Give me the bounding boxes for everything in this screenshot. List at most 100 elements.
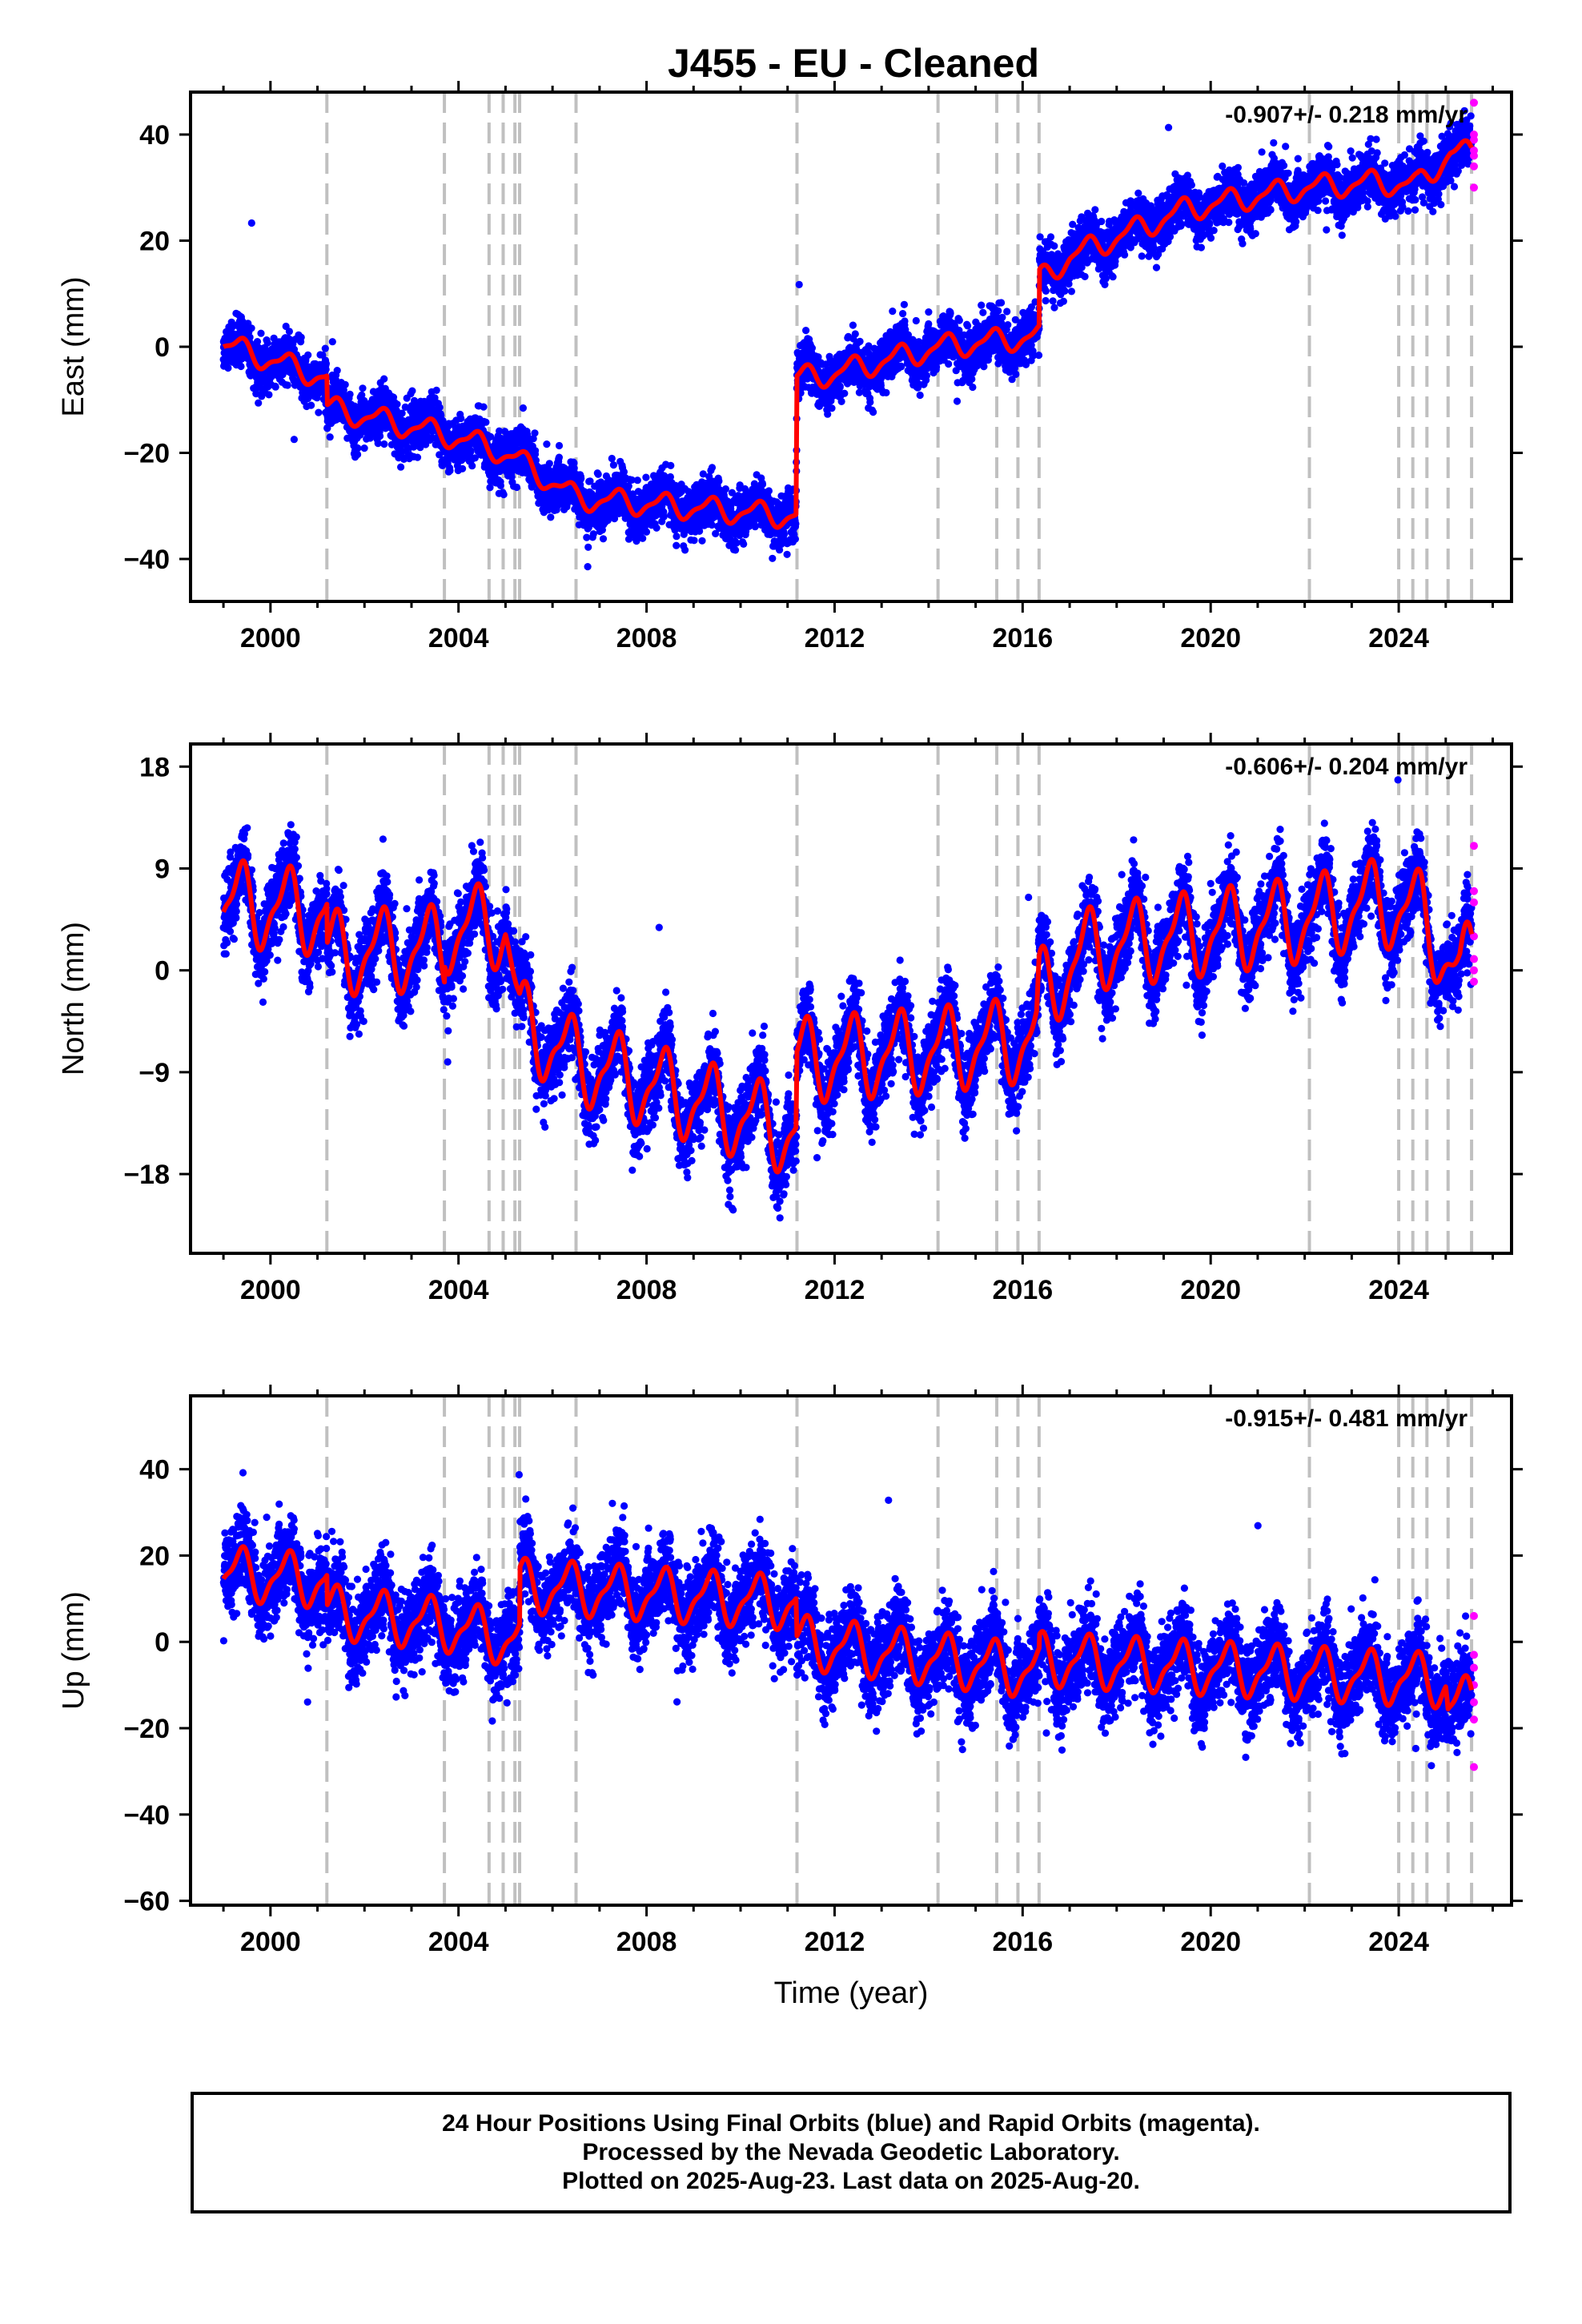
data-point (758, 480, 767, 489)
data-point (660, 513, 668, 521)
data-point (642, 528, 651, 536)
data-point (808, 344, 817, 352)
data-point (397, 463, 405, 471)
data-point (912, 316, 920, 325)
data-point (328, 338, 336, 346)
data-point (555, 441, 564, 450)
data-point (543, 440, 551, 448)
data-point (851, 330, 859, 338)
data-point (457, 414, 465, 423)
data-point (667, 461, 675, 470)
data-point (436, 404, 444, 412)
data-point (792, 520, 800, 528)
data-point (285, 328, 293, 336)
data-point (900, 300, 908, 308)
data-point (263, 339, 271, 347)
data-point (715, 477, 723, 485)
data-point (681, 546, 689, 554)
data-point (247, 219, 255, 227)
data-point (480, 403, 488, 411)
data-point (673, 533, 681, 541)
data-point (393, 400, 401, 408)
data-point (882, 388, 890, 396)
data-point (496, 481, 505, 490)
data-point (740, 540, 748, 549)
data-point (247, 324, 255, 332)
data-point (304, 351, 312, 359)
data-point (257, 329, 265, 337)
data-point (380, 375, 388, 383)
data-point (856, 337, 864, 345)
data-point (290, 436, 298, 444)
data-point (532, 447, 540, 455)
data-point (237, 362, 245, 371)
data-point (916, 391, 924, 400)
data-point (795, 280, 803, 288)
data-point (265, 391, 273, 399)
data-point (889, 308, 897, 316)
data-point (446, 467, 454, 475)
data-point (945, 360, 953, 368)
data-point (690, 537, 698, 545)
data-point (783, 550, 791, 558)
data-point (925, 320, 933, 328)
data-point (307, 401, 315, 409)
data-point (482, 418, 490, 426)
data-point (224, 364, 232, 372)
data-point (849, 321, 857, 329)
data-point (642, 473, 650, 481)
data-point (732, 546, 740, 554)
panels-container: 2000 2004 2008 2012 2016 2020 202440200−20−40E… (57, 81, 1523, 2010)
data-point (765, 487, 773, 495)
data-point (519, 404, 528, 412)
data-point (824, 410, 832, 418)
chart-title: J455 - EU - Cleaned (668, 41, 1039, 86)
data-point (376, 432, 384, 440)
data-point (545, 460, 553, 468)
data-point (468, 462, 476, 470)
data-point (698, 537, 706, 545)
data-point (360, 444, 368, 452)
data-point (321, 344, 329, 352)
data-point (459, 464, 467, 472)
data-point (467, 447, 475, 455)
data-point (570, 464, 578, 472)
data-point (346, 390, 354, 398)
data-point (253, 338, 262, 346)
data-point (828, 404, 836, 412)
data-point (270, 334, 278, 342)
data-point (791, 535, 800, 543)
data-point (271, 383, 279, 391)
data-point (359, 384, 367, 392)
data-point (866, 398, 874, 406)
panel-east: 2000 2004 2008 2012 2016 2020 202440200−20−40E… (57, 81, 1523, 653)
data-point (255, 399, 263, 407)
data-point (841, 389, 849, 397)
data-point (432, 386, 440, 394)
data-point (899, 310, 907, 318)
data-point (922, 372, 930, 380)
data-point (333, 367, 341, 375)
data-point (577, 474, 585, 483)
data-point (584, 563, 592, 571)
data-point (326, 433, 334, 441)
data-point (837, 397, 845, 405)
data-point (946, 309, 954, 317)
data-point (836, 382, 844, 390)
data-point (246, 333, 254, 341)
data-point (408, 387, 416, 395)
final-orbit-points (219, 107, 1476, 571)
data-point (584, 543, 592, 551)
data-point (500, 490, 508, 499)
data-point (608, 454, 616, 463)
data-point (589, 530, 597, 538)
data-point (547, 513, 555, 521)
data-point (380, 440, 388, 448)
data-point (673, 541, 681, 549)
data-point (721, 485, 730, 493)
data-point (652, 524, 661, 532)
data-point (594, 470, 602, 478)
data-point (413, 453, 422, 461)
data-point (283, 381, 291, 389)
